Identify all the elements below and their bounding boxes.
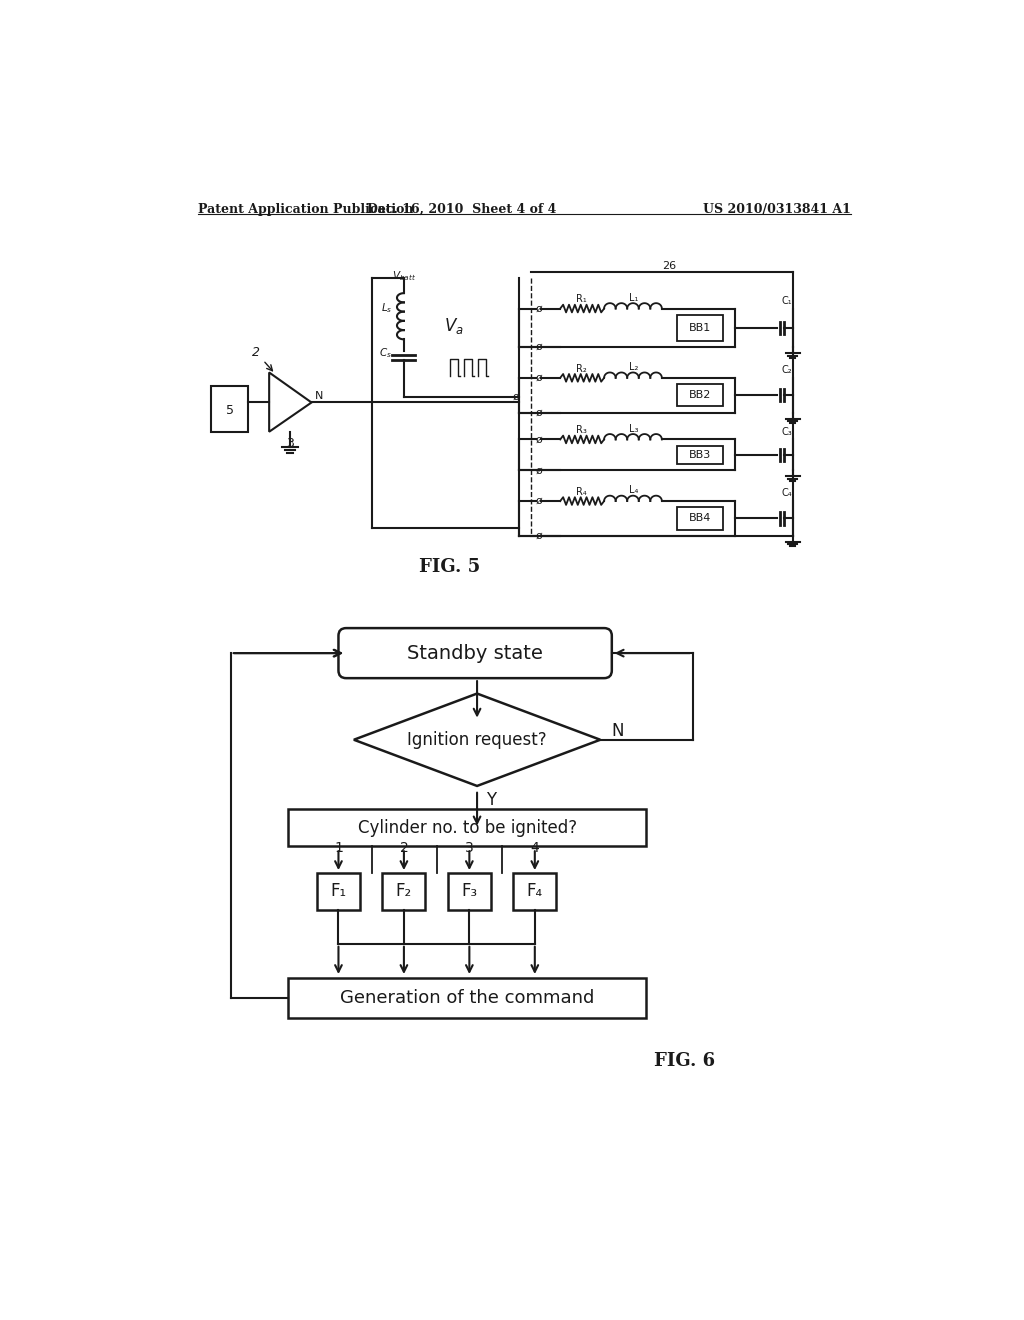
Text: FIG. 6: FIG. 6	[654, 1052, 716, 1069]
Text: $V_{batt}$: $V_{batt}$	[392, 269, 416, 282]
Text: ø: ø	[512, 392, 519, 403]
Text: 3: 3	[286, 437, 294, 450]
Text: $L_s$: $L_s$	[381, 302, 392, 315]
Bar	[316, 873, 360, 909]
Text: $V_a$: $V_a$	[444, 317, 464, 337]
Text: 26: 26	[663, 261, 677, 271]
Bar	[513, 873, 556, 909]
Text: $C_s$: $C_s$	[380, 346, 392, 360]
Text: ø: ø	[536, 304, 542, 314]
Text: F₂: F₂	[396, 883, 412, 900]
Text: BB4: BB4	[689, 513, 712, 523]
Text: R₂: R₂	[577, 363, 587, 374]
Text: C₂: C₂	[781, 366, 792, 375]
Bar	[211, 385, 249, 432]
Text: 5: 5	[226, 404, 233, 417]
Text: C₁: C₁	[781, 296, 792, 306]
Text: L₃: L₃	[629, 424, 638, 434]
Bar	[289, 809, 646, 846]
Text: US 2010/0313841 A1: US 2010/0313841 A1	[703, 203, 851, 216]
Text: 2: 2	[252, 346, 260, 359]
Text: Generation of the command: Generation of the command	[340, 990, 595, 1007]
Text: F₁: F₁	[331, 883, 346, 900]
Text: F₃: F₃	[461, 883, 477, 900]
Text: BB1: BB1	[689, 323, 712, 333]
Text: ø: ø	[536, 408, 542, 417]
Text: ø: ø	[536, 465, 542, 475]
Bar	[677, 507, 724, 529]
Bar	[447, 873, 490, 909]
Bar	[677, 384, 724, 407]
Text: 2: 2	[399, 841, 409, 855]
Text: C₄: C₄	[781, 488, 792, 499]
Text: C₃: C₃	[781, 426, 792, 437]
Text: Cylinder no. to be ignited?: Cylinder no. to be ignited?	[357, 818, 577, 837]
Text: BB3: BB3	[689, 450, 712, 459]
Text: ø: ø	[536, 496, 542, 506]
Text: ø: ø	[536, 342, 542, 352]
Bar	[382, 873, 425, 909]
Text: F₄: F₄	[526, 883, 543, 900]
Bar	[677, 314, 724, 341]
Text: Y: Y	[485, 791, 496, 809]
Text: ø: ø	[536, 372, 542, 383]
Text: N: N	[315, 391, 324, 400]
Text: N: N	[611, 722, 624, 739]
Text: 1: 1	[334, 841, 343, 855]
Text: R₁: R₁	[577, 294, 587, 305]
Bar	[677, 446, 724, 465]
Text: Standby state: Standby state	[408, 644, 543, 663]
Text: Patent Application Publication: Patent Application Publication	[199, 203, 414, 216]
Text: ø: ø	[536, 531, 542, 541]
Text: ø: ø	[536, 434, 542, 445]
Text: L₄: L₄	[629, 486, 638, 495]
Text: L₂: L₂	[629, 362, 638, 372]
Text: L₁: L₁	[629, 293, 638, 302]
Text: 4: 4	[530, 841, 540, 855]
Text: FIG. 5: FIG. 5	[420, 557, 480, 576]
Text: 3: 3	[465, 841, 474, 855]
Text: R₃: R₃	[577, 425, 587, 436]
Text: R₄: R₄	[577, 487, 587, 496]
Text: BB2: BB2	[689, 391, 712, 400]
Text: Ignition request?: Ignition request?	[408, 731, 547, 748]
Bar	[289, 978, 646, 1019]
Text: Dec. 16, 2010  Sheet 4 of 4: Dec. 16, 2010 Sheet 4 of 4	[367, 203, 556, 216]
